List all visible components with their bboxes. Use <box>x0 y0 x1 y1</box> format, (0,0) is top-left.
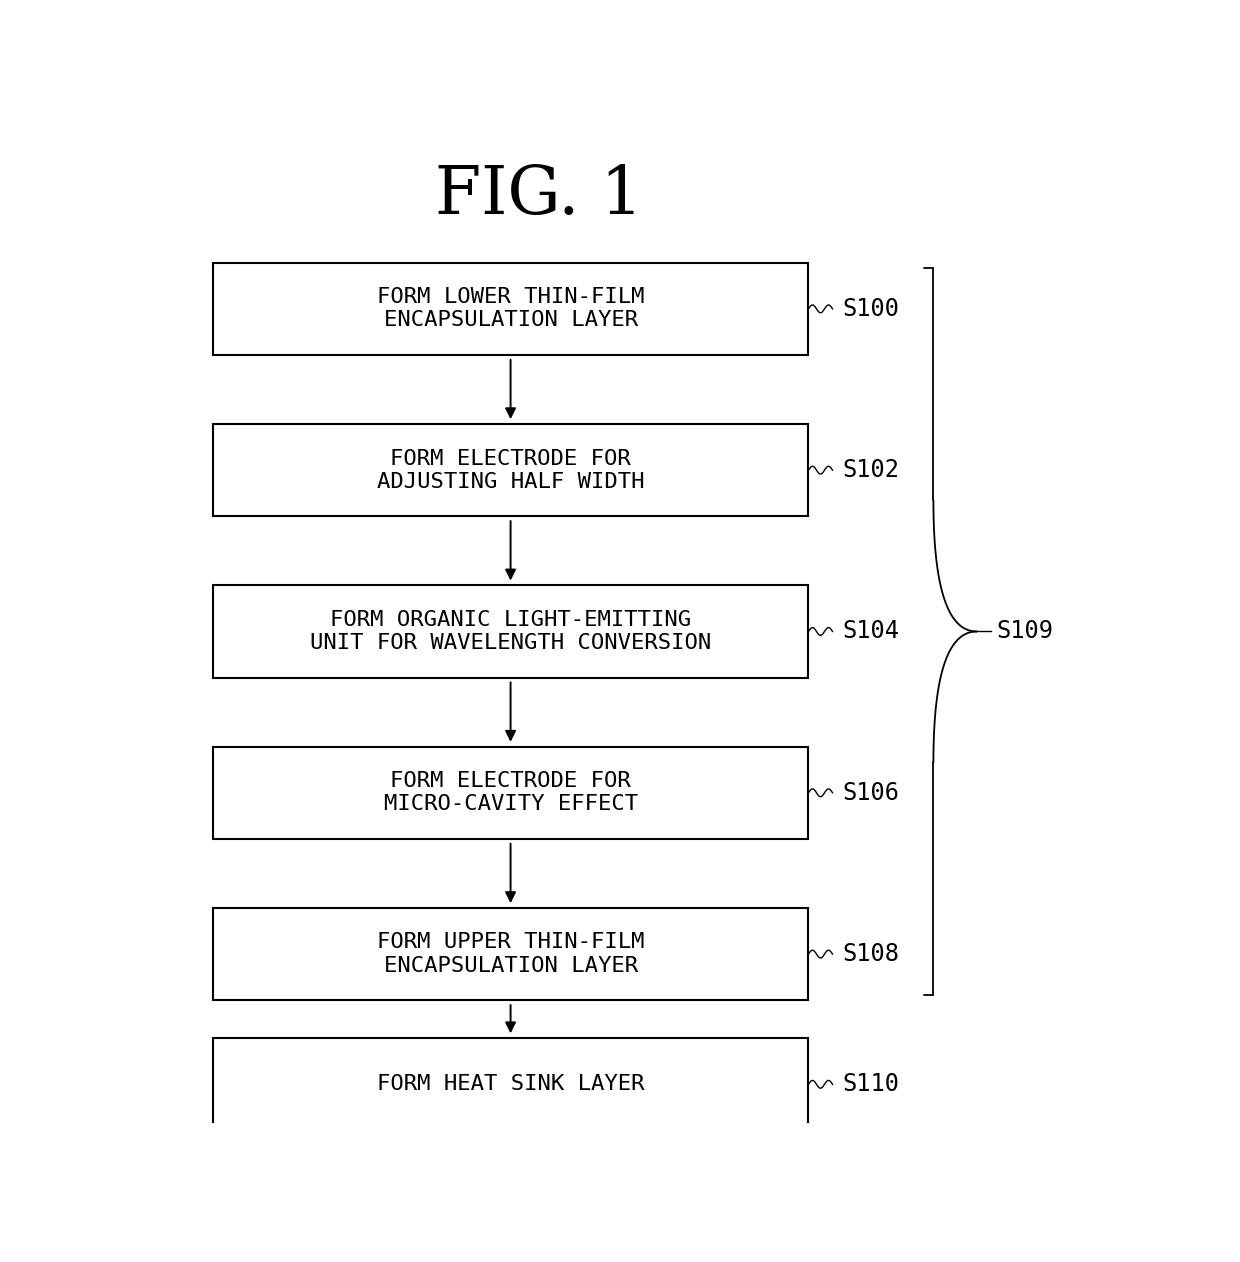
Bar <box>213 747 808 839</box>
Text: FORM LOWER THIN-FILM
ENCAPSULATION LAYER: FORM LOWER THIN-FILM ENCAPSULATION LAYER <box>377 288 645 331</box>
Text: S109: S109 <box>996 620 1053 644</box>
Text: S100: S100 <box>842 297 899 321</box>
Bar <box>213 586 808 678</box>
Text: FORM ELECTRODE FOR
MICRO-CAVITY EFFECT: FORM ELECTRODE FOR MICRO-CAVITY EFFECT <box>383 771 637 814</box>
Text: S106: S106 <box>842 781 899 805</box>
Bar <box>213 1039 808 1131</box>
Bar <box>213 907 808 1001</box>
Text: FORM UPPER THIN-FILM
ENCAPSULATION LAYER: FORM UPPER THIN-FILM ENCAPSULATION LAYER <box>377 933 645 976</box>
Text: FIG. 1: FIG. 1 <box>435 163 644 228</box>
Bar <box>213 262 808 355</box>
Text: FORM HEAT SINK LAYER: FORM HEAT SINK LAYER <box>377 1074 645 1094</box>
Text: FORM ORGANIC LIGHT-EMITTING
UNIT FOR WAVELENGTH CONVERSION: FORM ORGANIC LIGHT-EMITTING UNIT FOR WAV… <box>310 610 712 652</box>
Text: S108: S108 <box>842 943 899 967</box>
Text: S102: S102 <box>842 458 899 482</box>
Text: S104: S104 <box>842 620 899 644</box>
Text: FORM ELECTRODE FOR
ADJUSTING HALF WIDTH: FORM ELECTRODE FOR ADJUSTING HALF WIDTH <box>377 448 645 492</box>
Bar <box>213 424 808 516</box>
Text: S110: S110 <box>842 1073 899 1097</box>
